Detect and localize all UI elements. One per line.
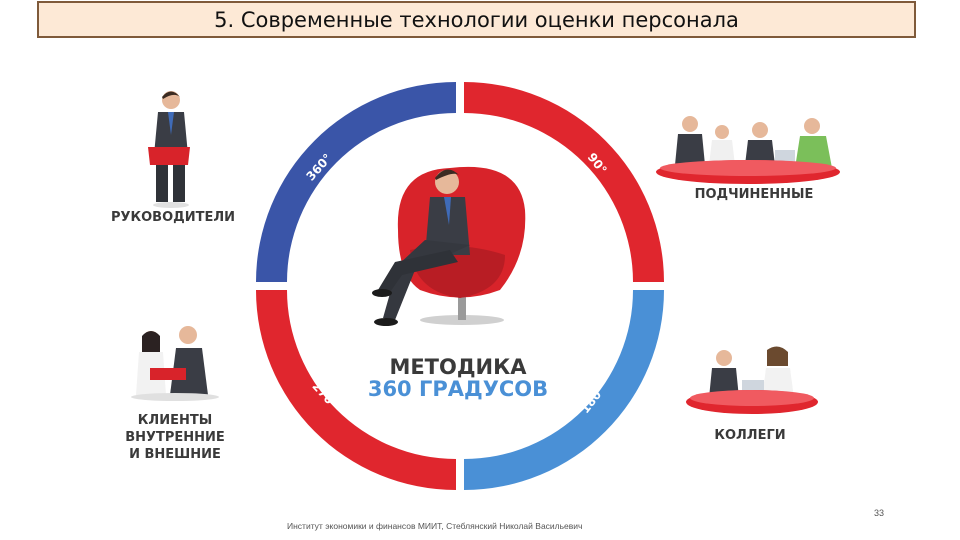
label-clients-line2: ВНУТРЕННИЕ xyxy=(125,430,225,445)
center-title-line2: 360 ГРАДУСОВ xyxy=(368,377,548,401)
page-number: 33 xyxy=(874,508,885,518)
ring-segment-270 xyxy=(256,290,456,490)
label-clients-line3: И ВНЕШНИЕ xyxy=(129,447,221,462)
label-clients-line1: КЛИЕНТЫ xyxy=(138,413,212,428)
clients-illustration xyxy=(131,326,219,401)
colleagues-illustration xyxy=(686,346,818,414)
ring-segment-90 xyxy=(464,82,664,282)
label-colleagues: КОЛЛЕГИ xyxy=(714,428,785,443)
footer-text: Институт экономики и финансов МИИТ, Стеб… xyxy=(287,521,583,531)
manager-illustration xyxy=(148,91,190,208)
ring-segment-180 xyxy=(464,290,664,490)
ring-segment-360 xyxy=(256,82,456,282)
armchair-man-illustration xyxy=(372,166,526,326)
center-title-line1: МЕТОДИКА xyxy=(389,355,527,379)
label-subordinates: ПОДЧИНЕННЫЕ xyxy=(695,187,814,202)
slide-title: 5. Современные технологии оценки персона… xyxy=(37,1,916,38)
subordinates-illustration xyxy=(656,116,840,184)
label-managers: РУКОВОДИТЕЛИ xyxy=(111,210,235,225)
